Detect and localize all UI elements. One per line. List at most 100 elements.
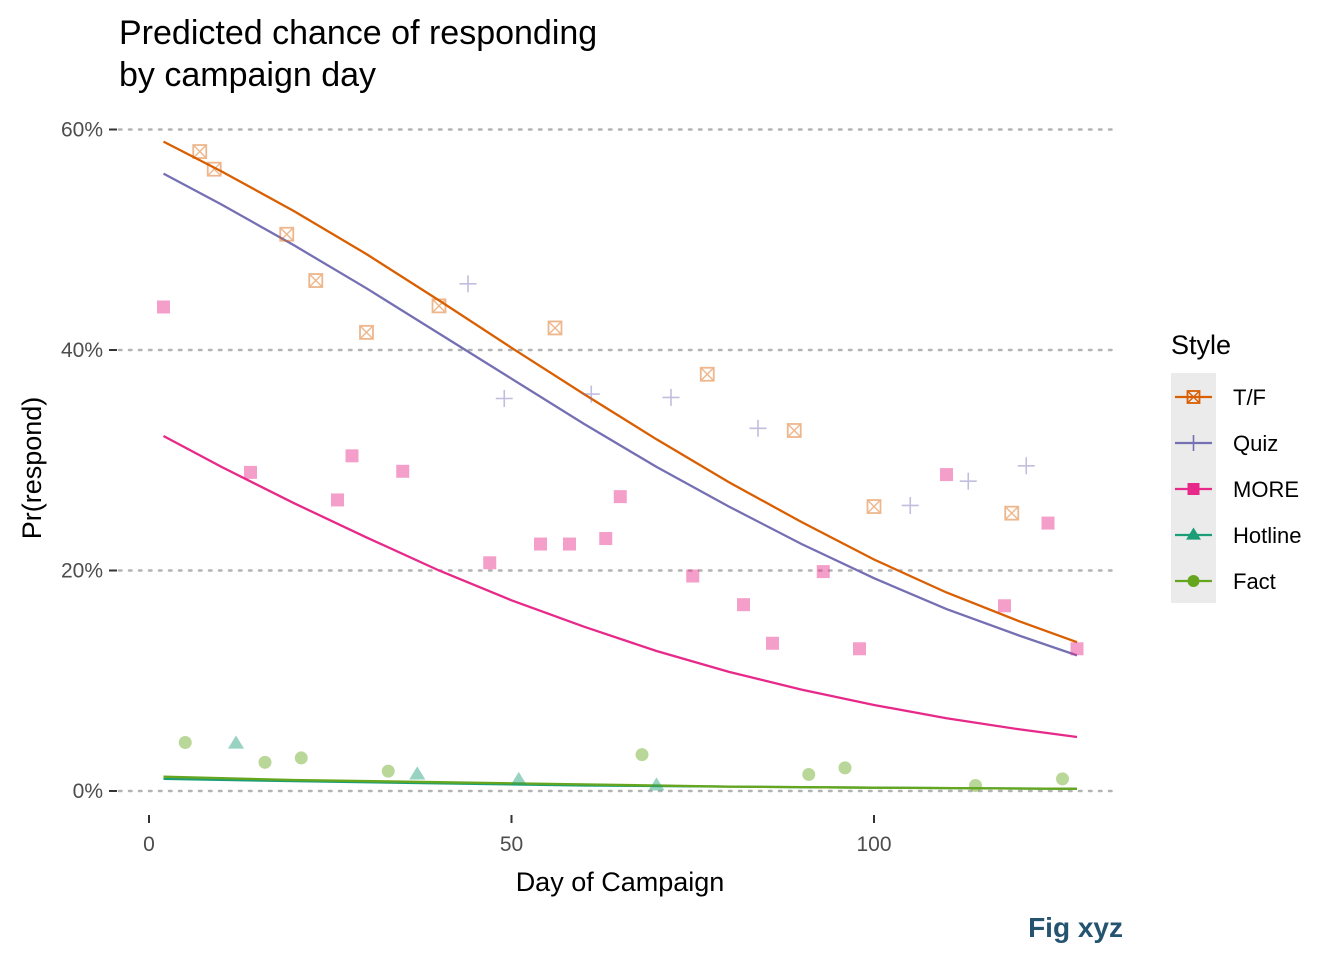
marker-diagonal [207,162,222,177]
marker-diagonal [308,273,323,288]
data-point-more [244,465,257,479]
legend-key-marker-fact [1187,575,1200,587]
marker-square [599,532,613,546]
marker-diagonal [700,367,715,382]
marker-circle [635,748,649,762]
legend-label-fact: Fact [1233,569,1276,594]
data-point-more [157,300,170,314]
data-point-more [737,598,750,612]
marker-diagonal [548,320,562,335]
marker-diagonal [359,325,374,340]
marker-square [1186,390,1201,404]
data-point-quiz [495,390,513,408]
data-point-more [853,642,866,656]
data-points [157,144,1084,792]
marker-circle [969,778,982,792]
marker-square [534,537,547,551]
data-point-t-f [206,161,222,177]
data-point-fact [1056,772,1069,786]
marker-square [308,273,324,288]
y-tick-label: 20% [61,560,103,583]
data-point-hotline [409,766,426,780]
data-point-quiz [901,496,919,514]
marker-diagonal [867,499,881,514]
marker-square [866,499,882,514]
marker-square [853,642,866,656]
fit-line-fact [163,775,1078,790]
data-point-t-f [359,324,374,340]
data-point-quiz [1017,457,1035,475]
data-point-t-f [547,320,563,336]
marker-square [686,569,700,583]
legend-label-hotline: Hotline [1233,523,1301,548]
data-point-more [1070,642,1084,656]
y-tick-label: 40% [61,339,103,362]
data-point-more [1041,516,1055,530]
marker-diagonal [1004,506,1019,521]
data-point-fact [802,767,816,781]
marker-square [345,449,359,463]
fit-line-quiz [162,172,1078,657]
marker-square [396,464,410,478]
data-point-more [534,537,547,551]
marker-diagonal [432,298,446,313]
legend-label-t-f: T/F [1233,385,1266,410]
marker-square [563,537,576,551]
marker-triangle [409,766,426,780]
x-tick-label: 100 [856,833,891,856]
chart-title-line-2: by campaign day [119,56,376,94]
data-point-hotline [510,771,527,785]
data-point-more [483,556,497,570]
legend-key-marker-quiz [1185,435,1202,451]
data-point-t-f [279,226,295,242]
marker-triangle [1186,527,1201,540]
data-point-quiz [662,388,680,406]
marker-square [157,300,170,314]
marker-circle [258,755,272,769]
legend-key-marker-t-f [1186,390,1201,404]
y-axis: 0% 20% 40% 60% [61,119,117,803]
figure-caption: Fig xyz [1028,912,1123,943]
data-point-fact [838,761,852,775]
legend-title: Style [1171,330,1231,360]
x-tick-label: 0 [143,833,155,856]
legend-key-marker-hotline [1186,527,1201,540]
data-point-more [331,493,344,507]
marker-square [940,468,953,482]
marker-diagonal [787,423,802,438]
marker-circle [381,764,395,778]
marker-square [998,599,1011,613]
legend-label-quiz: Quiz [1233,431,1278,456]
marker-diagonal [359,325,374,340]
marker-square [244,465,257,479]
data-point-quiz [749,419,767,437]
y-axis-title: Pr(respond) [17,397,47,540]
legend-label-more: MORE [1233,477,1299,502]
legend-key-marker-more [1187,483,1200,495]
marker-square [1004,505,1020,521]
x-tick-label: 50 [500,833,523,856]
marker-square [483,556,497,570]
marker-triangle [227,735,245,749]
marker-square [431,298,447,314]
marker-diagonal [308,273,323,288]
data-point-hotline [648,777,665,791]
marker-triangle [648,777,665,791]
marker-square [737,598,750,612]
data-point-t-f [192,144,208,159]
marker-square [192,144,208,159]
data-point-more [816,565,830,579]
data-point-t-f [1004,505,1020,521]
marker-square [1041,516,1055,530]
data-point-quiz [959,472,977,490]
fit-lines [162,140,1078,790]
data-point-fact [381,764,395,778]
marker-square [699,366,715,382]
marker-diagonal [432,298,446,313]
data-point-t-f [866,499,882,514]
marker-square [1070,642,1084,656]
marker-square [331,493,344,507]
data-point-fact [969,778,982,792]
marker-square [359,324,374,340]
data-point-fact [294,751,308,765]
